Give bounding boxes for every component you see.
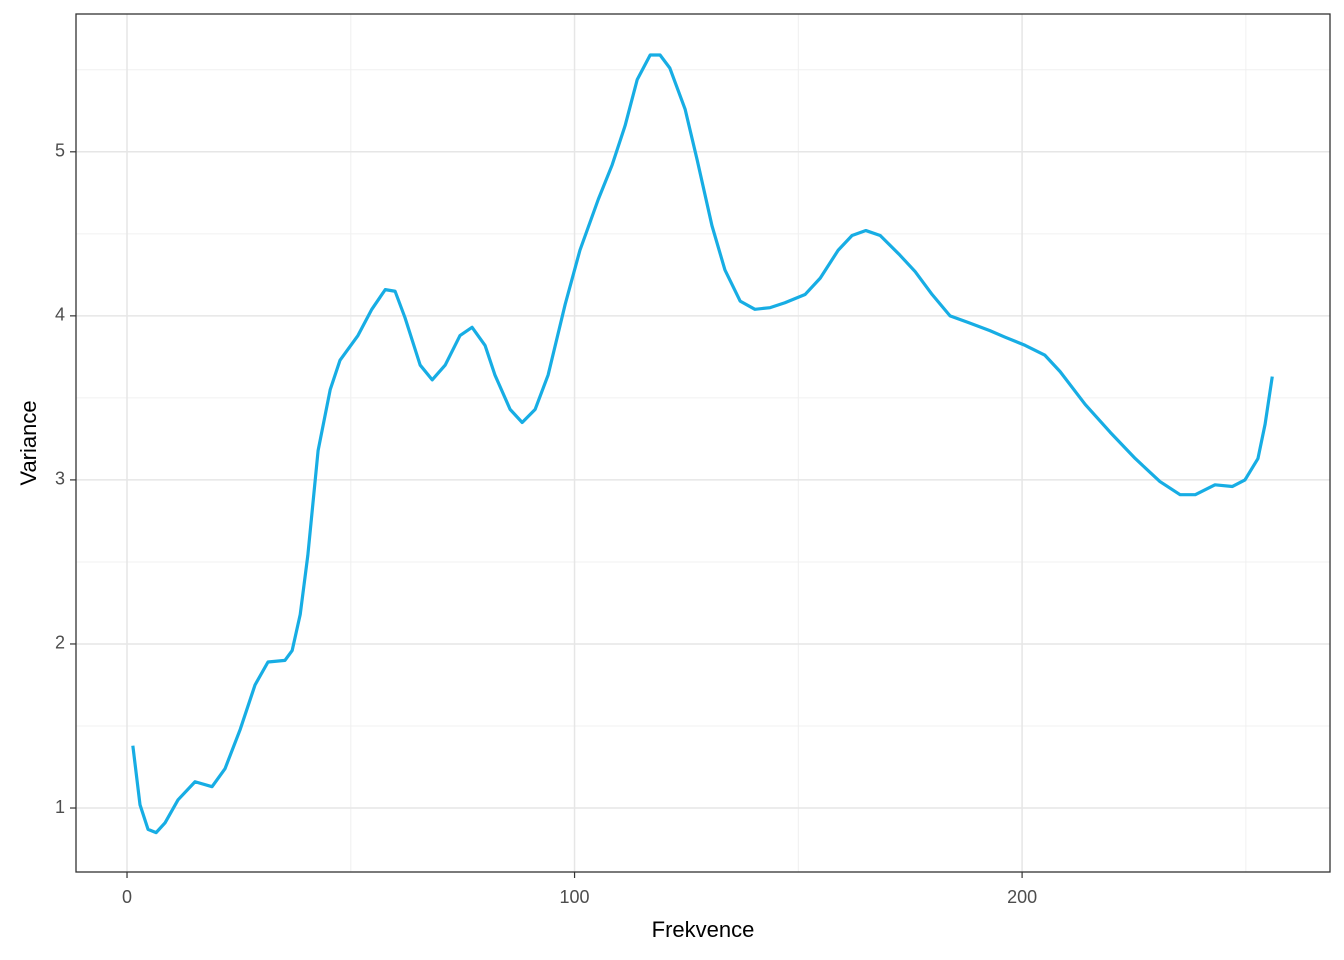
y-tick-label: 2 bbox=[55, 633, 65, 653]
x-tick-label: 200 bbox=[1007, 887, 1037, 907]
y-axis-title: Variance bbox=[16, 400, 41, 485]
panel-border bbox=[75, 13, 1331, 873]
data-line bbox=[131, 53, 1274, 835]
x-tick-label: 100 bbox=[560, 887, 590, 907]
panel-background bbox=[76, 14, 1330, 872]
x-axis-title: Frekvence bbox=[652, 917, 755, 942]
y-tick-label: 3 bbox=[55, 469, 65, 489]
y-tick-label: 4 bbox=[55, 305, 65, 325]
y-tick-label: 5 bbox=[55, 141, 65, 161]
x-tick-label: 0 bbox=[122, 887, 132, 907]
y-tick-label: 1 bbox=[55, 797, 65, 817]
